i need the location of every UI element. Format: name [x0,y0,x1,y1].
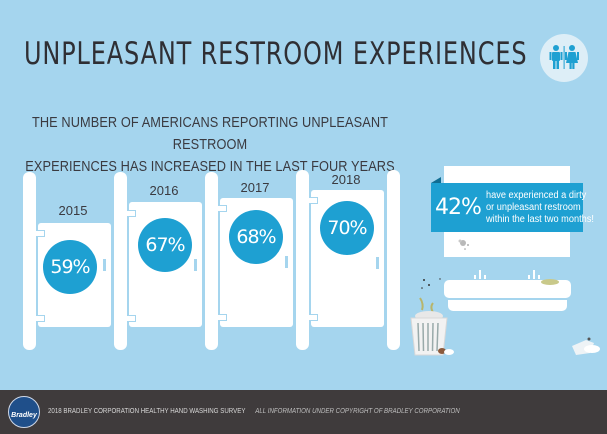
copyright-notice: ALL INFORMATION UNDER COPYRIGHT OF BRADL… [255,406,460,415]
man-woman-icon [549,45,579,69]
year-label-2016: 2016 [149,183,179,198]
door-hinge [309,197,318,204]
faucet-part [474,275,476,279]
overflowing-trash-can-icon [410,278,454,356]
logo-text: Bradley [11,412,37,419]
faucet-part [528,275,530,279]
callout-line-3: within the last two months! [485,213,594,225]
door-hinge [127,210,136,217]
faucet-icon [533,270,535,279]
sink-basin [448,300,567,311]
percent-badge-2016: 67% [138,218,192,272]
percent-badge-2017: 68% [229,210,283,264]
percent-badge-2018: 70% [320,201,374,255]
year-label-2015: 2015 [58,203,88,218]
stall-post [387,170,400,350]
stall-post [114,172,127,350]
year-label-2017: 2017 [240,180,270,195]
dirt-spots-icon [458,239,469,250]
callout-line-2: or unpleasant restroom [485,201,581,213]
door-hinge [218,205,227,212]
restroom-icon [540,34,588,82]
callout-line-1: have experienced a dirty [485,189,587,201]
door-hinge [127,315,136,322]
sink-counter [444,280,571,298]
door-handle [376,257,379,269]
stall-post [205,172,218,350]
litter-icon [572,337,600,355]
callout-percent: 42% [435,195,482,220]
banner-fold [431,177,441,183]
door-handle [103,259,106,271]
door-hinge [36,315,45,322]
door-hinge [218,314,227,321]
faucet-icon [479,270,481,279]
door-handle [194,259,197,271]
percent-badge-2015: 59% [43,240,97,294]
stall-post [296,170,309,350]
faucet-part [538,275,540,279]
footer-text: 2018 BRADLEY CORPORATION HEALTHY HAND WA… [48,406,460,415]
stall-post [23,172,36,350]
grime-stain-icon [541,279,559,285]
callout-banner: 42% have experienced a dirty or unpleasa… [431,183,594,232]
page-title: UNPLEASANT RESTROOM EXPERIENCES [24,36,528,72]
faucet-part [484,275,486,279]
callout-text: have experienced a dirty or unpleasant r… [486,190,594,226]
year-label-2018: 2018 [331,172,361,187]
door-handle [285,256,288,268]
footer [0,390,607,434]
bradley-logo: Bradley [8,396,40,428]
survey-credit: 2018 BRADLEY CORPORATION HEALTHY HAND WA… [48,406,246,415]
door-hinge [36,230,45,237]
subtitle: THE NUMBER OF AMERICANS REPORTING UNPLEA… [25,112,395,178]
subtitle-line-1: THE NUMBER OF AMERICANS REPORTING UNPLEA… [31,115,389,153]
door-hinge [309,314,318,321]
